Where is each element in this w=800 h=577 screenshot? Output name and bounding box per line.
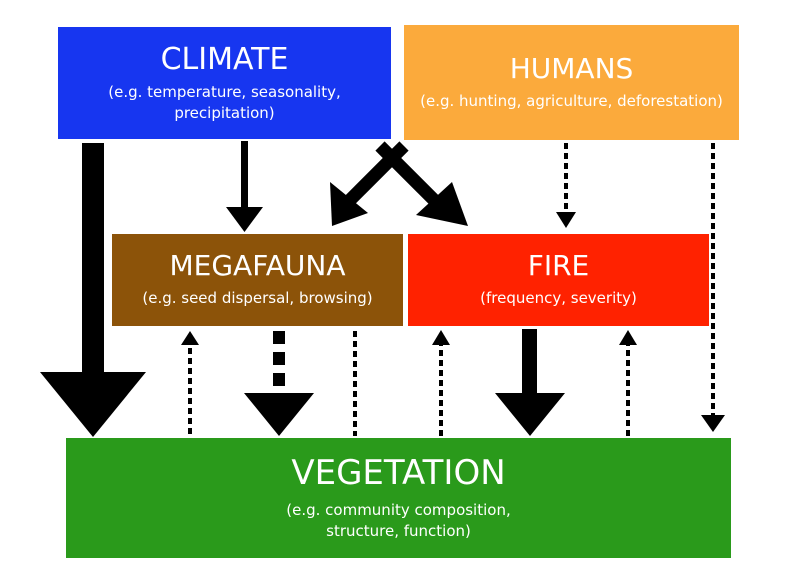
fire-box: FIRE (frequency, severity): [408, 234, 709, 326]
arrow-megafauna-to-vegetation: [244, 331, 314, 436]
vegetation-title: VEGETATION: [291, 453, 506, 494]
humans-subtitle: (e.g. hunting, agriculture, deforestatio…: [420, 91, 723, 110]
climate-subtitle: (e.g. temperature, seasonality, precipit…: [108, 82, 341, 123]
arrow-vegetation-to-fire: [432, 330, 450, 436]
vegetation-subtitle-line1: (e.g. community composition,: [286, 501, 511, 520]
climate-box: CLIMATE (e.g. temperature, seasonality, …: [58, 27, 391, 139]
arrow-climate-humans-fork: [330, 141, 468, 226]
megafauna-subtitle: (e.g. seed dispersal, browsing): [142, 289, 373, 308]
vegetation-subtitle: (e.g. community composition, structure, …: [286, 500, 510, 541]
arrow-vegetation-to-megafauna: [181, 331, 199, 434]
fire-title: FIRE: [527, 249, 590, 283]
humans-title: HUMANS: [509, 51, 634, 85]
arrow-climate-to-megafauna: [226, 141, 263, 232]
climate-subtitle-line2: precipitation): [174, 103, 275, 122]
humans-box: HUMANS (e.g. hunting, agriculture, defor…: [404, 25, 739, 140]
arrow-humans-to-fire: [556, 143, 576, 228]
arrow-vegetation-to-fire-right: [619, 330, 637, 436]
vegetation-subtitle-line2: structure, function): [326, 521, 471, 540]
vegetation-box: VEGETATION (e.g. community composition, …: [66, 438, 731, 558]
arrow-humans-to-vegetation: [701, 143, 725, 432]
megafauna-title: MEGAFAUNA: [169, 249, 346, 283]
arrow-fire-to-vegetation: [495, 329, 565, 436]
arrow-climate-to-vegetation: [40, 143, 146, 437]
climate-title: CLIMATE: [160, 42, 289, 78]
climate-subtitle-line1: (e.g. temperature, seasonality,: [108, 83, 341, 102]
fire-subtitle: (frequency, severity): [480, 289, 637, 308]
megafauna-box: MEGAFAUNA (e.g. seed dispersal, browsing…: [112, 234, 403, 326]
